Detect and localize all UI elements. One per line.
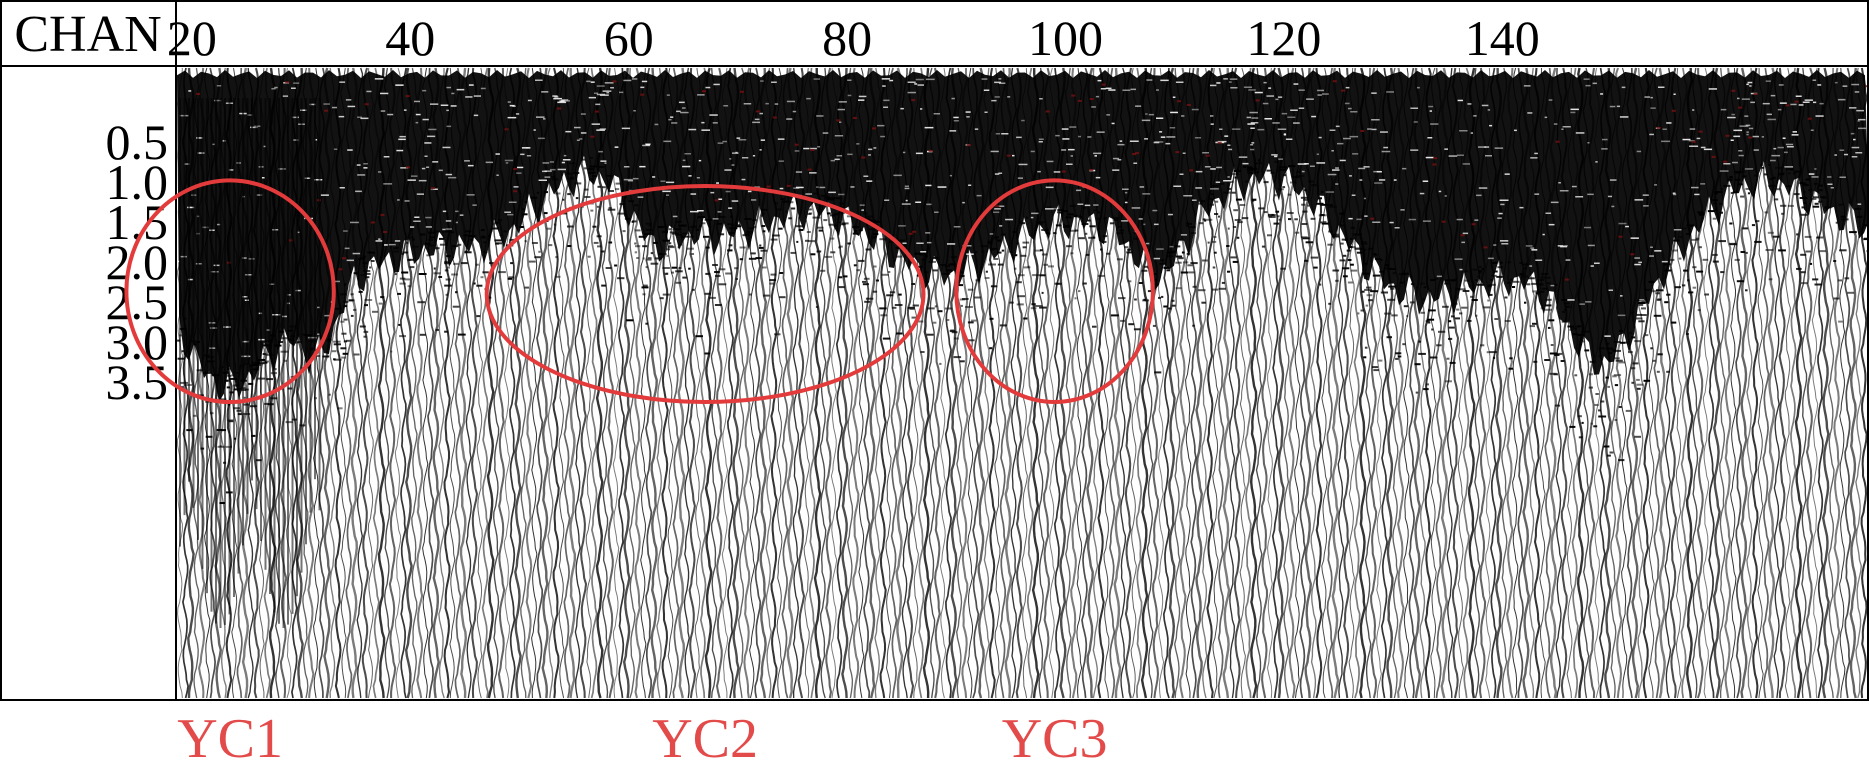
channel-tick-label: 120 (1246, 10, 1321, 66)
zone-outline-yc2 (484, 184, 926, 404)
channel-axis-ticks: 20 40 60 80 100 120 140 (167, 10, 1540, 66)
zone-annotations: YC1 YC2 YC3 (124, 178, 1155, 770)
channel-tick-label: 60 (604, 10, 654, 66)
noise-mass (177, 70, 1869, 402)
seismic-trace (1757, 68, 1764, 699)
figure-frame (0, 0, 1869, 701)
channel-axis-corner-label: CHAN (14, 6, 161, 63)
time-tick-label: 1.0 (106, 154, 169, 210)
zone-outline-yc1 (124, 178, 336, 405)
channel-tick-label: 40 (385, 10, 435, 66)
outer-frame (0, 0, 1869, 701)
channel-tick-label: 140 (1465, 10, 1540, 66)
zone-outline-yc3 (954, 178, 1155, 405)
zone-label-yc1: YC1 (177, 708, 283, 770)
time-tick-label: 0.5 (106, 114, 169, 170)
time-axis-ticks: 0.51.01.52.02.53.03.5 (106, 114, 169, 410)
channel-tick-label: 100 (1028, 10, 1103, 66)
channel-tick-label: 20 (167, 10, 217, 66)
time-tick-label: 2.5 (106, 274, 169, 330)
zone-label-yc2: YC2 (652, 708, 758, 770)
zone-label-yc3: YC3 (1002, 708, 1108, 770)
time-tick-label: 3.5 (106, 354, 169, 410)
seismic-trace (1228, 67, 1236, 699)
seismic-trace (1283, 67, 1290, 699)
seismic-trace (595, 67, 604, 699)
channel-tick-label: 80 (822, 10, 872, 66)
seismic-trace (1762, 67, 1770, 699)
noise-region (177, 70, 1869, 628)
